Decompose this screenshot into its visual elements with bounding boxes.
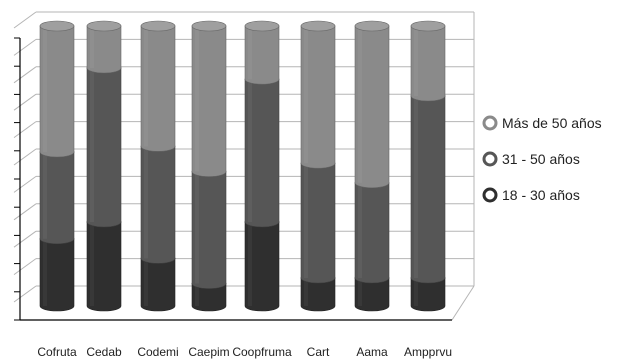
bar-cedab — [86, 20, 122, 312]
bar-coopfruma — [244, 20, 280, 312]
x-tick-label: Cart — [307, 345, 330, 359]
gridline — [13, 121, 474, 139]
gridline — [13, 230, 474, 248]
x-tick-label: Coopfruma — [232, 345, 292, 359]
bar-segment — [244, 73, 280, 228]
legend-item: 31 - 50 años — [482, 151, 580, 167]
gridline — [13, 66, 474, 84]
gridline — [13, 285, 474, 303]
bar-codemi — [140, 20, 176, 312]
bar-segment — [191, 166, 227, 289]
bar-cart — [300, 20, 336, 312]
bar-segment — [86, 216, 122, 312]
x-tick-label: Ampprvu — [404, 345, 452, 359]
gridline — [13, 11, 474, 29]
gridline — [13, 93, 474, 111]
bar-segment — [86, 20, 122, 74]
bar-segment — [191, 20, 227, 177]
bar-segment — [39, 233, 75, 312]
x-tick-label: Codemi — [137, 345, 178, 359]
x-tick-label: Aama — [356, 345, 388, 359]
bar-segment — [39, 146, 75, 245]
gridline — [13, 258, 474, 276]
floor-edge — [451, 285, 475, 321]
legend-item: Más de 50 años — [482, 115, 602, 131]
legend-label: 31 - 50 años — [502, 151, 580, 167]
legend-label: 18 - 30 años — [502, 187, 580, 203]
bar-segment — [354, 20, 390, 189]
x-tick-label: Caepim — [188, 345, 229, 359]
bar-segment — [300, 157, 336, 284]
bar-segment — [86, 62, 122, 228]
bar-segment — [140, 20, 176, 152]
x-tick-labels: Cofruta Cedab Codemi Caepim Coopfruma Cart Aam… — [37, 345, 452, 359]
bar-segment — [140, 141, 176, 264]
bar-segment — [39, 20, 75, 158]
bar-ampprvu — [410, 20, 446, 312]
gridline — [13, 148, 474, 166]
bar-segment — [410, 90, 446, 284]
bar-caepim — [191, 20, 227, 312]
x-tick-label: Cofruta — [37, 345, 77, 359]
gridline — [13, 175, 474, 193]
legend-item: 18 - 30 años — [482, 187, 580, 203]
legend-marker — [482, 151, 498, 167]
bar-segment — [244, 216, 280, 312]
bar-segment — [354, 177, 390, 284]
bar-segment — [244, 20, 280, 85]
legend: Más de 50 años 31 - 50 años 18 - 30 años — [482, 115, 602, 203]
gridline — [13, 203, 474, 221]
bar-cofruta — [39, 20, 75, 312]
bar-aama — [354, 20, 390, 312]
bar-segment — [410, 20, 446, 102]
bars-layer — [39, 20, 446, 312]
legend-marker — [482, 115, 498, 131]
axes-layer — [14, 37, 452, 321]
legend-label: Más de 50 años — [502, 115, 602, 131]
x-tick-label: Cedab — [86, 345, 122, 359]
grid-layer — [13, 11, 475, 321]
gridline — [13, 38, 474, 56]
bar-segment — [300, 20, 336, 169]
legend-marker — [482, 187, 498, 203]
